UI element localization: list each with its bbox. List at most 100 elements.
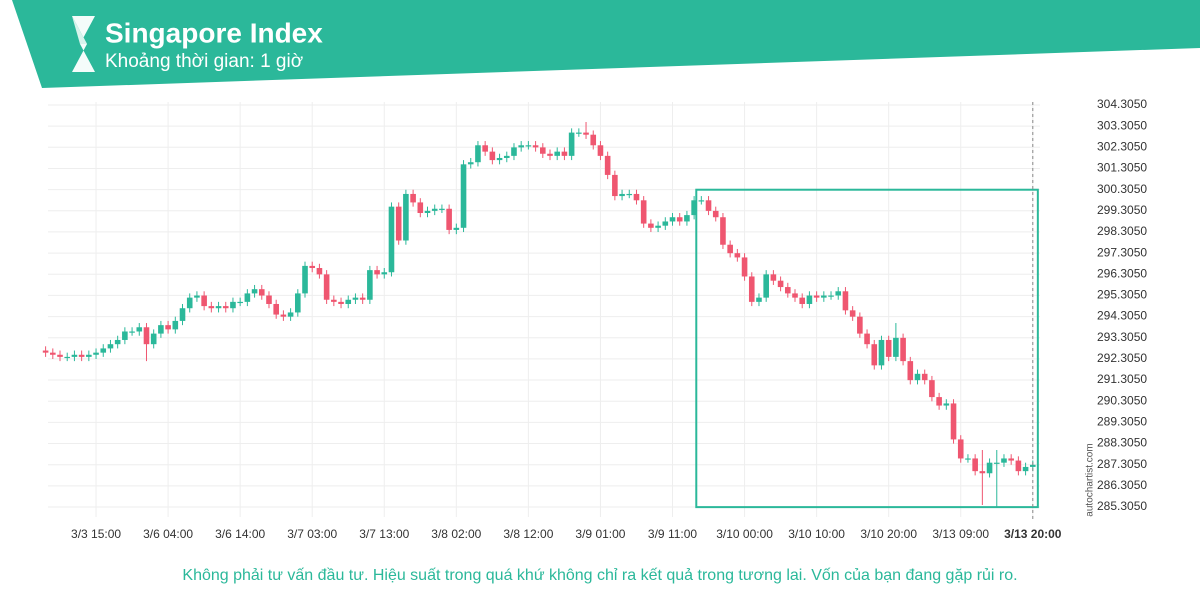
candle-body (1015, 460, 1022, 472)
candle-body (907, 361, 914, 381)
candle-body (136, 327, 143, 332)
x-tick-label: 3/9 11:00 (648, 527, 697, 541)
y-tick-label: 289.3050 (1097, 415, 1147, 429)
candle-body (352, 297, 359, 300)
candle-body (374, 270, 380, 275)
candle-body (417, 202, 424, 213)
x-tick-label: 3/9 01:00 (575, 527, 625, 541)
candle-body (403, 193, 409, 241)
x-tick-label: 3/10 10:00 (788, 527, 845, 541)
candle-body (842, 291, 849, 311)
candle-body (107, 344, 114, 349)
candle-body (525, 145, 532, 147)
y-tick-label: 299.3050 (1097, 203, 1147, 217)
x-tick-label: 3/10 20:00 (860, 527, 917, 541)
candle-body (540, 147, 546, 154)
candle-body (893, 337, 899, 357)
candle-body (50, 352, 56, 355)
candle-body (720, 217, 726, 245)
y-tick-label: 290.3050 (1097, 393, 1147, 407)
y-tick-label: 294.3050 (1097, 309, 1147, 323)
candle-body (194, 295, 200, 298)
candle-body (208, 306, 215, 309)
candle-body (835, 291, 842, 296)
candle-body (143, 327, 150, 345)
candle-body (273, 303, 279, 315)
candle-body (511, 147, 517, 156)
candle-body (770, 274, 777, 281)
candle-body (597, 145, 604, 156)
pattern-box (695, 188, 1039, 509)
y-tick-label: 287.3050 (1097, 457, 1147, 471)
candle-body (359, 297, 366, 300)
candle-body (266, 295, 272, 304)
candle-body (280, 314, 287, 317)
y-tick-label: 293.3050 (1097, 330, 1147, 344)
candle-body (71, 354, 78, 357)
candle-body (439, 208, 445, 210)
candle-body (431, 208, 438, 211)
candle-body (64, 356, 71, 359)
candle-body (957, 439, 964, 459)
candle-body (1008, 458, 1014, 461)
candle-body (676, 217, 683, 222)
candle-body (460, 164, 467, 228)
candle-body (287, 312, 294, 317)
candle-body (813, 295, 820, 298)
candle-body (763, 274, 769, 298)
candle-body (640, 200, 647, 224)
candle-body (222, 306, 229, 309)
y-tick-label: 301.3050 (1097, 161, 1147, 175)
candle-body (583, 132, 589, 135)
candle-body (821, 295, 827, 298)
candle-body (943, 403, 950, 406)
disclaimer: Không phải tư vấn đầu tư. Hiệu suất tron… (182, 567, 1017, 584)
chart-subtitle: Khoảng thời gian: 1 giờ (105, 51, 303, 72)
candle-body (864, 333, 870, 345)
candle-body (237, 301, 243, 304)
x-tick-label: 3/10 00:00 (716, 527, 773, 541)
candle-body (258, 289, 265, 296)
candle-body (691, 200, 697, 216)
candle-body (604, 155, 611, 175)
logo (72, 16, 95, 72)
plot-area: 285.3050 286.3050 287.3050 288.3050 289.3050… (42, 97, 1147, 541)
candle-body (568, 132, 575, 156)
candle-body (453, 227, 460, 230)
chart-title: Singapore Index (105, 17, 323, 48)
candle-body (734, 253, 741, 258)
candle-body (936, 397, 942, 406)
candle-body (748, 276, 755, 302)
candle-body (561, 151, 568, 156)
watermark: autochartist.com (1085, 443, 1096, 516)
candle-body (698, 200, 705, 202)
candle-body (799, 297, 806, 304)
candle-body (165, 325, 171, 330)
candle-body (871, 344, 878, 366)
candle-body (979, 471, 986, 474)
candle-body (122, 331, 128, 340)
candle-body (1001, 458, 1007, 463)
candle-body (792, 293, 798, 298)
x-tick-label: 3/8 02:00 (431, 527, 481, 541)
x-tick-label: 3/7 03:00 (287, 527, 337, 541)
x-tick-label: 3/3 15:00 (71, 527, 121, 541)
x-tick-label: 3/8 12:00 (503, 527, 553, 541)
candle-body (554, 151, 561, 156)
x-tick-label: 3/6 14:00 (215, 527, 265, 541)
candle-body (179, 308, 186, 321)
y-tick-label: 297.3050 (1097, 245, 1147, 259)
candle-body (78, 354, 85, 357)
candle-body (100, 348, 107, 353)
candle-body (323, 274, 330, 300)
candle-body (489, 151, 496, 161)
candle-body (828, 295, 834, 297)
candle-body (921, 373, 928, 381)
candle-body (784, 287, 791, 294)
candle-body (612, 174, 618, 197)
x-tick-label: 3/7 13:00 (359, 527, 409, 541)
candle-body (518, 145, 524, 148)
candle-body (201, 295, 207, 307)
candle-body (186, 297, 193, 309)
candle-body (309, 265, 316, 269)
